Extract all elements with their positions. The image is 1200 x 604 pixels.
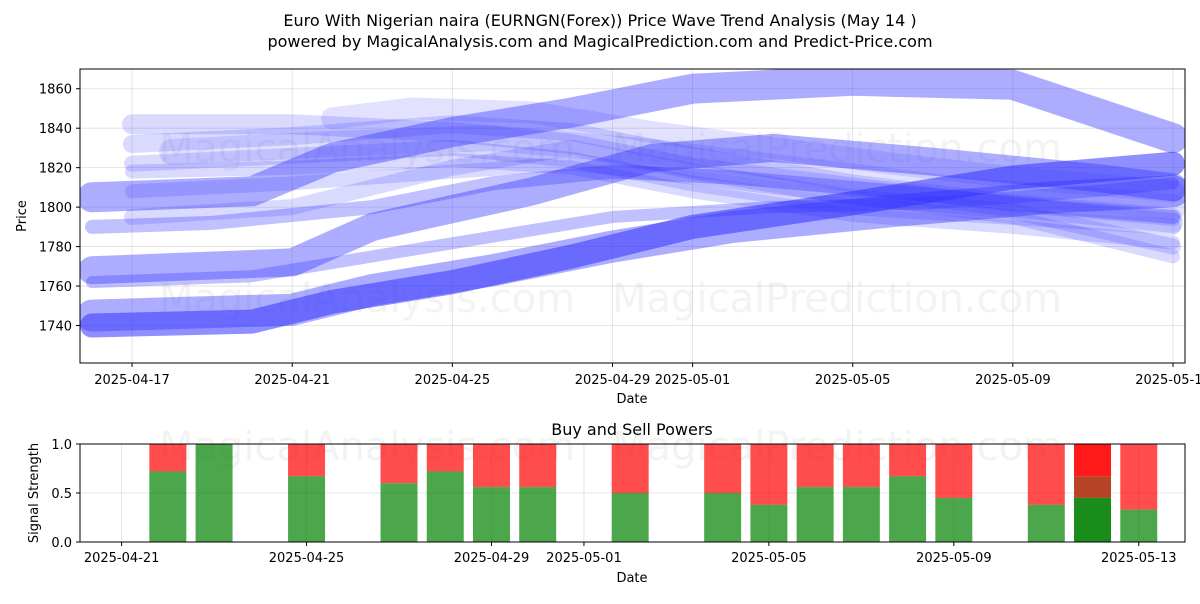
chart-subtitle: powered by MagicalAnalysis.com and Magic… [267,32,932,51]
buy-bar [195,444,233,542]
sell-bar [1120,444,1158,510]
buy-bar [380,483,418,542]
price-x-tick-label: 2025-05-05 [815,373,891,388]
price-wave-12 [159,125,1185,221]
sell-bar [1027,444,1065,505]
buy-bar [889,476,927,542]
signal-panel: Buy and Sell Powers MagicalAnalysis.com … [27,420,1186,586]
price-y-tick-label: 1740 [39,320,72,335]
sell-bar [704,444,742,493]
sell-bar [842,444,880,488]
buy-bar [704,493,742,542]
price-x-tick-label: 2025-04-17 [94,373,170,388]
price-x-axis-label: Date [616,392,647,407]
watermark-prediction-mid: MagicalPrediction.com [612,276,1062,322]
sell-bar [472,444,510,488]
price-wave-panel: MagicalAnalysis.com MagicalPrediction.co… [15,68,1200,407]
signal-x-ticks: 2025-04-21 2025-04-25 2025-04-29 2025-05-01… [84,542,1177,566]
buy-bar [611,493,649,542]
price-y-tick-label: 1760 [39,280,72,295]
signal-x-tick-label: 2025-05-05 [731,551,807,566]
price-wave-7 [124,139,1181,235]
signal-panel-title: Buy and Sell Powers [551,420,713,439]
sell-bar [288,444,326,477]
sell-bar [889,444,927,477]
chart-title: Euro With Nigerian naira (EURNGN(Forex))… [283,11,916,30]
price-y-tick-label: 1840 [39,122,72,137]
watermark-analysis-top: MagicalAnalysis.com [159,126,575,172]
buy-bar [149,471,187,542]
signal-x-tick-label: 2025-05-01 [546,551,622,566]
signal-x-tick-label: 2025-05-13 [1101,551,1177,566]
price-y-tick-label: 1860 [39,83,72,98]
sell-bar [1074,444,1112,477]
sell-bar [149,444,187,472]
signal-x-tick-label: 2025-04-25 [269,551,345,566]
price-x-tick-label: 2025-05-01 [655,373,731,388]
price-x-tick-label: 2025-04-29 [575,373,651,388]
price-wave-5 [122,114,1183,233]
price-wave-4 [80,175,1185,332]
buy-bar [426,471,464,542]
price-wave-13 [85,164,1180,234]
sell-bar [611,444,649,493]
price-x-tick-label: 2025-05-09 [975,373,1051,388]
sell-bar [380,444,418,484]
price-plot-frame [79,68,1186,364]
buy-bar [935,497,973,542]
buy-bar [796,487,834,542]
buy-bar [288,476,326,542]
signal-y-tick-label: 0.5 [51,487,72,502]
buy-bar [1074,497,1112,542]
signal-x-tick-label: 2025-05-09 [916,551,992,566]
price-x-tick-label: 2025-05-13 [1135,373,1200,388]
buy-bar [842,487,880,542]
price-wave-10 [124,139,1181,255]
price-wave-series [80,69,1185,338]
price-wave-1 [80,69,1185,213]
price-x-ticks: 2025-04-17 2025-04-21 2025-04-25 2025-04-29… [94,363,1200,388]
price-y-axis-label: Price [15,200,30,232]
signal-x-tick-label: 2025-04-29 [454,551,530,566]
price-wave-6 [123,115,1182,226]
price-wave-14 [86,177,1179,289]
sell-bar [519,444,557,488]
sell-bar [750,444,788,505]
price-wave-8 [125,152,1180,250]
price-y-tick-label: 1820 [39,162,72,177]
sell-bar [935,444,973,498]
buy-bar [472,487,510,542]
signal-y-tick-label: 1.0 [51,438,72,453]
price-y-tick-label: 1800 [39,201,72,216]
price-wave-11 [321,97,1184,203]
signal-y-tick-label: 0.0 [51,536,72,551]
signal-x-axis-label: Date [616,571,647,586]
buy-bar [750,504,788,542]
price-y-tick-label: 1780 [39,241,72,256]
buy-bar [1120,509,1158,542]
signal-y-axis-label: Signal Strength [27,443,42,543]
price-x-tick-label: 2025-04-25 [415,373,491,388]
signal-y-ticks: 0.0 0.5 1.0 [51,438,80,551]
sell-bar-overlap [1074,476,1112,498]
watermark-prediction-top: MagicalPrediction.com [612,126,1062,172]
buy-bar [519,487,557,542]
sell-bar [796,444,834,488]
signal-x-tick-label: 2025-04-21 [84,551,160,566]
price-wave-9 [125,156,1180,264]
price-x-tick-label: 2025-04-21 [254,373,330,388]
sell-bar [426,444,464,472]
watermark-prediction-bottom: MagicalPrediction.com [612,424,1062,470]
price-wave-3 [80,151,1185,338]
buy-bar [1027,504,1065,542]
price-y-ticks: 1740 1760 1780 1800 1820 1840 1860 [39,83,80,335]
signal-bars [149,444,1158,542]
